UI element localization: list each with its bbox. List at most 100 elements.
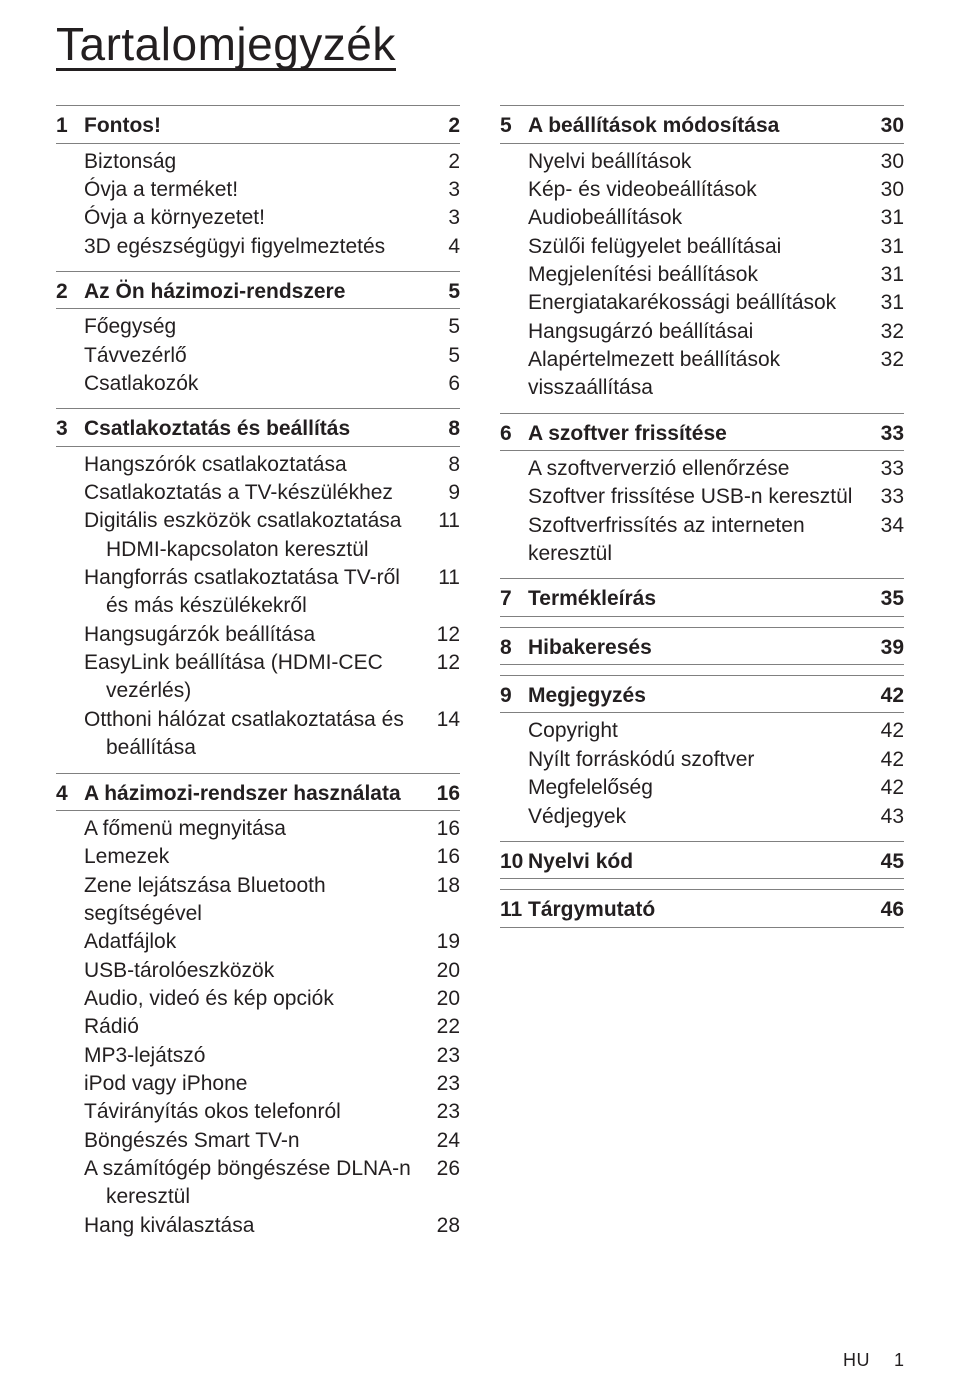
section-heading[interactable]: 5A beállítások módosítása30 — [500, 110, 904, 143]
section-title: Megjegyzés — [528, 682, 864, 710]
toc-entry[interactable]: Audiobeállítások31 — [500, 204, 904, 232]
toc-entry[interactable]: Óvja a terméket!3 — [56, 176, 460, 204]
section-heading[interactable]: 3Csatlakoztatás és beállítás8 — [56, 413, 460, 446]
section-title: Csatlakoztatás és beállítás — [84, 415, 420, 443]
toc-entry[interactable]: A főmenü megnyitása16 — [56, 815, 460, 843]
toc-columns: 1Fontos!2 Biztonság2Óvja a terméket!3Óvja… — [56, 105, 904, 1250]
toc-entry[interactable]: Böngészés Smart TV-n24 — [56, 1127, 460, 1155]
toc-entry[interactable]: Biztonság2 — [56, 148, 460, 176]
section-title: Tárgymutató — [528, 896, 864, 924]
section-divider — [56, 271, 460, 272]
section-title: Termékleírás — [528, 585, 864, 613]
section-page: 30 — [864, 112, 904, 140]
section-number: 7 — [500, 585, 528, 613]
entry-page: 33 — [864, 483, 904, 511]
entry-label: iPod vagy iPhone — [56, 1070, 420, 1098]
section-number: 10 — [500, 848, 528, 876]
entry-label: Audiobeállítások — [500, 204, 864, 232]
toc-entry[interactable]: A számítógép böngészése DLNA-n keresztül… — [56, 1155, 460, 1212]
toc-entry[interactable]: Hangsugárzó beállításai32 — [500, 318, 904, 346]
toc-entry[interactable]: Főegység5 — [56, 313, 460, 341]
toc-entry[interactable]: USB-tárolóeszközök20 — [56, 957, 460, 985]
section-heading[interactable]: 2Az Ön házimozi-rendszere5 — [56, 276, 460, 309]
footer-page-number: 1 — [894, 1350, 904, 1371]
toc-entry[interactable]: Nyílt forráskódú szoftver42 — [500, 746, 904, 774]
entry-page: 23 — [420, 1098, 460, 1126]
toc-entry[interactable]: Szoftver frissítése USB-n keresztül33 — [500, 483, 904, 511]
section-heading[interactable]: 1Fontos!2 — [56, 110, 460, 143]
section-number: 2 — [56, 278, 84, 306]
entry-label: Csatlakozók — [56, 370, 420, 398]
entry-label: Nyílt forráskódú szoftver — [500, 746, 864, 774]
entry-page: 26 — [420, 1155, 460, 1183]
toc-entry[interactable]: Hangszórók csatlakoztatása8 — [56, 451, 460, 479]
section-page: 42 — [864, 682, 904, 710]
toc-entry[interactable]: iPod vagy iPhone23 — [56, 1070, 460, 1098]
toc-entry[interactable]: Távirányítás okos telefonról23 — [56, 1098, 460, 1126]
toc-entry[interactable]: Zene lejátszása Bluetooth segítségével18 — [56, 872, 460, 929]
toc-entry[interactable]: Szoftverfrissítés az interneten keresztü… — [500, 512, 904, 569]
entry-page: 19 — [420, 928, 460, 956]
toc-entry[interactable]: Energiatakarékossági beállítások31 — [500, 289, 904, 317]
toc-entry[interactable]: Digitális eszközök csatlakoztatása HDMI-… — [56, 507, 460, 564]
section-heading[interactable]: 9Megjegyzés42 — [500, 680, 904, 713]
entry-label: Adatfájlok — [56, 928, 420, 956]
section-divider — [500, 413, 904, 414]
section-heading[interactable]: 10Nyelvi kód45 — [500, 846, 904, 879]
toc-entry[interactable]: Hang kiválasztása28 — [56, 1212, 460, 1240]
entry-page: 42 — [864, 717, 904, 745]
entry-page: 23 — [420, 1070, 460, 1098]
entry-page: 9 — [420, 479, 460, 507]
toc-entry[interactable]: Óvja a környezetet!3 — [56, 204, 460, 232]
toc-entry[interactable]: Megfelelőség42 — [500, 774, 904, 802]
entry-page: 8 — [420, 451, 460, 479]
section-heading[interactable]: 11Tárgymutató46 — [500, 894, 904, 927]
section-heading[interactable]: 4A házimozi-rendszer használata16 — [56, 778, 460, 811]
toc-entry[interactable]: Lemezek16 — [56, 843, 460, 871]
toc-entry[interactable]: Védjegyek43 — [500, 803, 904, 831]
section-number: 8 — [500, 634, 528, 662]
toc-entry[interactable]: Copyright42 — [500, 717, 904, 745]
entry-label: Csatlakoztatás a TV-készülékhez — [56, 479, 420, 507]
toc-section: 8Hibakeresés39 — [500, 627, 904, 665]
entry-page: 12 — [420, 649, 460, 677]
toc-entry[interactable]: Alapértelmezett beállítások visszaállítá… — [500, 346, 904, 403]
toc-entry[interactable]: Nyelvi beállítások30 — [500, 148, 904, 176]
toc-entry[interactable]: Hangsugárzók beállítása12 — [56, 621, 460, 649]
toc-entry[interactable]: EasyLink beállítása (HDMI-CEC vezérlés)1… — [56, 649, 460, 706]
toc-entry[interactable]: MP3-lejátszó23 — [56, 1042, 460, 1070]
toc-entry[interactable]: Hangforrás csatlakoztatása TV-ről és más… — [56, 564, 460, 621]
toc-entry[interactable]: Otthoni hálózat csatlakoztatása és beáll… — [56, 706, 460, 763]
entry-label: Megjelenítési beállítások — [500, 261, 864, 289]
entry-page: 5 — [420, 342, 460, 370]
entry-label: Kép- és videobeállítások — [500, 176, 864, 204]
entry-page: 22 — [420, 1013, 460, 1041]
entry-page: 42 — [864, 746, 904, 774]
entry-page: 24 — [420, 1127, 460, 1155]
entry-label: Energiatakarékossági beállítások — [500, 289, 864, 317]
toc-entry[interactable]: Audio, videó és kép opciók20 — [56, 985, 460, 1013]
section-heading[interactable]: 6A szoftver frissítése33 — [500, 418, 904, 451]
toc-entry[interactable]: Szülői felügyelet beállításai31 — [500, 233, 904, 261]
toc-entry[interactable]: Kép- és videobeállítások30 — [500, 176, 904, 204]
toc-entry[interactable]: Rádió22 — [56, 1013, 460, 1041]
toc-entry[interactable]: Megjelenítési beállítások31 — [500, 261, 904, 289]
entry-label: Távirányítás okos telefonról — [56, 1098, 420, 1126]
toc-entry[interactable]: Adatfájlok19 — [56, 928, 460, 956]
section-heading[interactable]: 8Hibakeresés39 — [500, 632, 904, 665]
toc-entry[interactable]: 3D egészségügyi figyelmeztetés4 — [56, 233, 460, 261]
entry-label: Hang kiválasztása — [56, 1212, 420, 1240]
section-heading[interactable]: 7Termékleírás35 — [500, 583, 904, 616]
toc-entry[interactable]: Csatlakozók6 — [56, 370, 460, 398]
toc-section: 6A szoftver frissítése33 A szoftververzió… — [500, 413, 904, 569]
section-title: Fontos! — [84, 112, 420, 140]
toc-entry[interactable]: Távvezérlő5 — [56, 342, 460, 370]
section-page: 39 — [864, 634, 904, 662]
entry-page: 28 — [420, 1212, 460, 1240]
section-number: 3 — [56, 415, 84, 443]
entry-label: Szülői felügyelet beállításai — [500, 233, 864, 261]
toc-entry[interactable]: Csatlakoztatás a TV-készülékhez9 — [56, 479, 460, 507]
entry-label: Nyelvi beállítások — [500, 148, 864, 176]
toc-entry[interactable]: A szoftververzió ellenőrzése33 — [500, 455, 904, 483]
toc-section: 11Tárgymutató46 — [500, 889, 904, 927]
